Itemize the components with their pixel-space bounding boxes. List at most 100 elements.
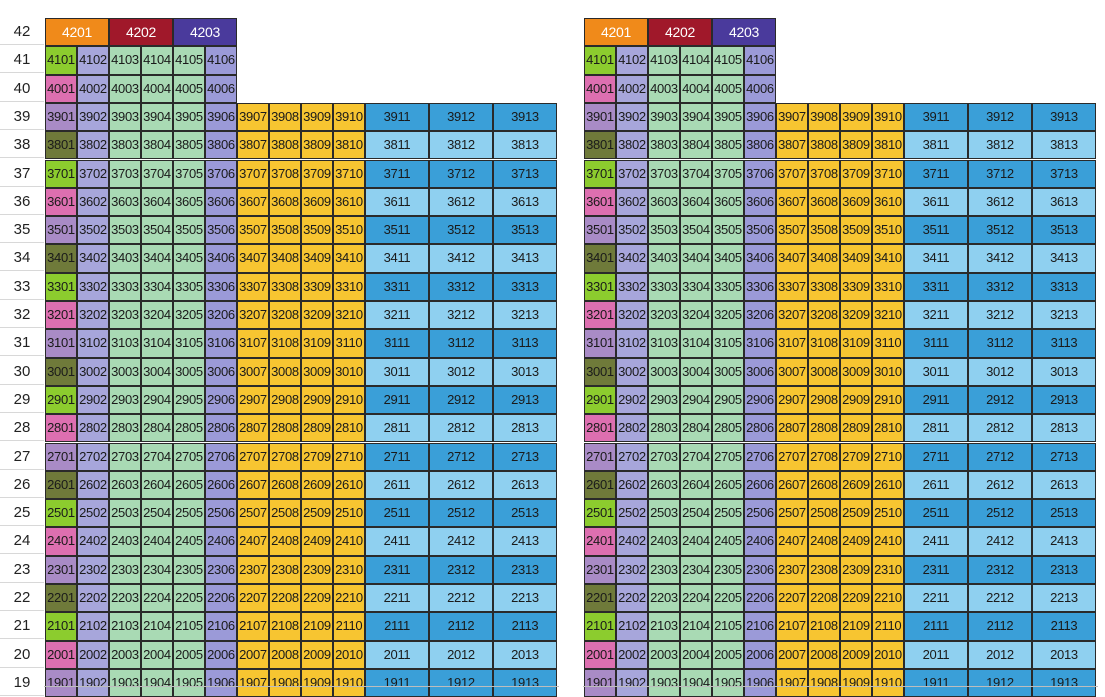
unit-2704[interactable]: 2704 <box>141 442 173 471</box>
unit-2907[interactable]: 2907 <box>237 385 269 415</box>
unit-2805[interactable]: 2805 <box>712 414 744 443</box>
unit-3003[interactable]: 3003 <box>109 357 141 386</box>
unit-1912[interactable]: 1912 <box>968 668 1032 697</box>
unit-1902[interactable]: 1902 <box>77 668 109 697</box>
unit-1904[interactable]: 1904 <box>680 668 712 697</box>
unit-2206[interactable]: 2206 <box>744 584 776 613</box>
unit-4101[interactable]: 4101 <box>45 46 77 75</box>
unit-3612[interactable]: 3612 <box>429 187 493 217</box>
unit-3604[interactable]: 3604 <box>680 187 712 217</box>
unit-2901[interactable]: 2901 <box>584 385 616 415</box>
unit-2808[interactable]: 2808 <box>808 414 840 443</box>
unit-2811[interactable]: 2811 <box>365 414 429 443</box>
unit-2808[interactable]: 2808 <box>269 414 301 443</box>
unit-2204[interactable]: 2204 <box>141 584 173 613</box>
unit-2403[interactable]: 2403 <box>109 527 141 556</box>
unit-2313[interactable]: 2313 <box>493 555 557 584</box>
unit-2502[interactable]: 2502 <box>77 499 109 528</box>
unit-4001[interactable]: 4001 <box>45 74 77 103</box>
unit-3912[interactable]: 3912 <box>429 102 493 132</box>
unit-2103[interactable]: 2103 <box>648 612 680 641</box>
unit-3704[interactable]: 3704 <box>680 159 712 188</box>
unit-3808[interactable]: 3808 <box>269 131 301 160</box>
unit-2311[interactable]: 2311 <box>365 555 429 584</box>
unit-3706[interactable]: 3706 <box>744 159 776 188</box>
unit-4203[interactable]: 4203 <box>173 18 237 47</box>
unit-3101[interactable]: 3101 <box>45 329 77 358</box>
unit-4103[interactable]: 4103 <box>109 46 141 75</box>
unit-3601[interactable]: 3601 <box>584 187 616 217</box>
unit-3313[interactable]: 3313 <box>1032 272 1096 301</box>
unit-2303[interactable]: 2303 <box>109 555 141 584</box>
unit-2008[interactable]: 2008 <box>808 640 840 669</box>
unit-3209[interactable]: 3209 <box>301 301 333 330</box>
unit-1909[interactable]: 1909 <box>840 668 872 697</box>
unit-1906[interactable]: 1906 <box>205 668 237 697</box>
unit-3703[interactable]: 3703 <box>648 159 680 188</box>
unit-3605[interactable]: 3605 <box>173 187 205 217</box>
unit-3309[interactable]: 3309 <box>301 272 333 301</box>
unit-2308[interactable]: 2308 <box>269 555 301 584</box>
unit-3608[interactable]: 3608 <box>269 187 301 217</box>
unit-2111[interactable]: 2111 <box>365 612 429 641</box>
unit-3601[interactable]: 3601 <box>45 187 77 217</box>
unit-3501[interactable]: 3501 <box>45 216 77 245</box>
unit-3811[interactable]: 3811 <box>904 131 968 160</box>
unit-3503[interactable]: 3503 <box>648 216 680 245</box>
unit-2212[interactable]: 2212 <box>968 584 1032 613</box>
unit-3804[interactable]: 3804 <box>141 131 173 160</box>
unit-3508[interactable]: 3508 <box>269 216 301 245</box>
unit-3407[interactable]: 3407 <box>776 244 808 273</box>
unit-3808[interactable]: 3808 <box>808 131 840 160</box>
unit-2207[interactable]: 2207 <box>237 584 269 613</box>
unit-2107[interactable]: 2107 <box>776 612 808 641</box>
unit-2205[interactable]: 2205 <box>173 584 205 613</box>
unit-3213[interactable]: 3213 <box>1032 301 1096 330</box>
unit-2412[interactable]: 2412 <box>968 527 1032 556</box>
unit-2606[interactable]: 2606 <box>744 470 776 500</box>
unit-3805[interactable]: 3805 <box>173 131 205 160</box>
unit-4101[interactable]: 4101 <box>584 46 616 75</box>
unit-2306[interactable]: 2306 <box>744 555 776 584</box>
unit-2901[interactable]: 2901 <box>45 385 77 415</box>
unit-2509[interactable]: 2509 <box>301 499 333 528</box>
unit-3409[interactable]: 3409 <box>301 244 333 273</box>
unit-2302[interactable]: 2302 <box>77 555 109 584</box>
unit-3810[interactable]: 3810 <box>872 131 904 160</box>
unit-2907[interactable]: 2907 <box>776 385 808 415</box>
unit-4104[interactable]: 4104 <box>141 46 173 75</box>
unit-4004[interactable]: 4004 <box>141 74 173 103</box>
unit-2309[interactable]: 2309 <box>840 555 872 584</box>
unit-3608[interactable]: 3608 <box>808 187 840 217</box>
unit-2807[interactable]: 2807 <box>237 414 269 443</box>
unit-3104[interactable]: 3104 <box>141 329 173 358</box>
unit-2903[interactable]: 2903 <box>648 385 680 415</box>
unit-3904[interactable]: 3904 <box>141 102 173 132</box>
unit-4203[interactable]: 4203 <box>712 18 776 47</box>
unit-2805[interactable]: 2805 <box>173 414 205 443</box>
unit-2602[interactable]: 2602 <box>77 470 109 500</box>
unit-3204[interactable]: 3204 <box>680 301 712 330</box>
unit-3413[interactable]: 3413 <box>493 244 557 273</box>
unit-3309[interactable]: 3309 <box>840 272 872 301</box>
unit-2311[interactable]: 2311 <box>904 555 968 584</box>
unit-2407[interactable]: 2407 <box>237 527 269 556</box>
unit-3209[interactable]: 3209 <box>840 301 872 330</box>
unit-3303[interactable]: 3303 <box>648 272 680 301</box>
unit-2404[interactable]: 2404 <box>141 527 173 556</box>
unit-2007[interactable]: 2007 <box>237 640 269 669</box>
unit-3013[interactable]: 3013 <box>1032 357 1096 386</box>
unit-1908[interactable]: 1908 <box>269 668 301 697</box>
unit-3708[interactable]: 3708 <box>808 159 840 188</box>
unit-3506[interactable]: 3506 <box>205 216 237 245</box>
unit-2010[interactable]: 2010 <box>872 640 904 669</box>
unit-3902[interactable]: 3902 <box>77 102 109 132</box>
unit-3511[interactable]: 3511 <box>904 216 968 245</box>
unit-3809[interactable]: 3809 <box>840 131 872 160</box>
unit-4102[interactable]: 4102 <box>616 46 648 75</box>
unit-3910[interactable]: 3910 <box>872 102 904 132</box>
unit-3102[interactable]: 3102 <box>77 329 109 358</box>
unit-2313[interactable]: 2313 <box>1032 555 1096 584</box>
unit-3301[interactable]: 3301 <box>584 272 616 301</box>
unit-3404[interactable]: 3404 <box>141 244 173 273</box>
